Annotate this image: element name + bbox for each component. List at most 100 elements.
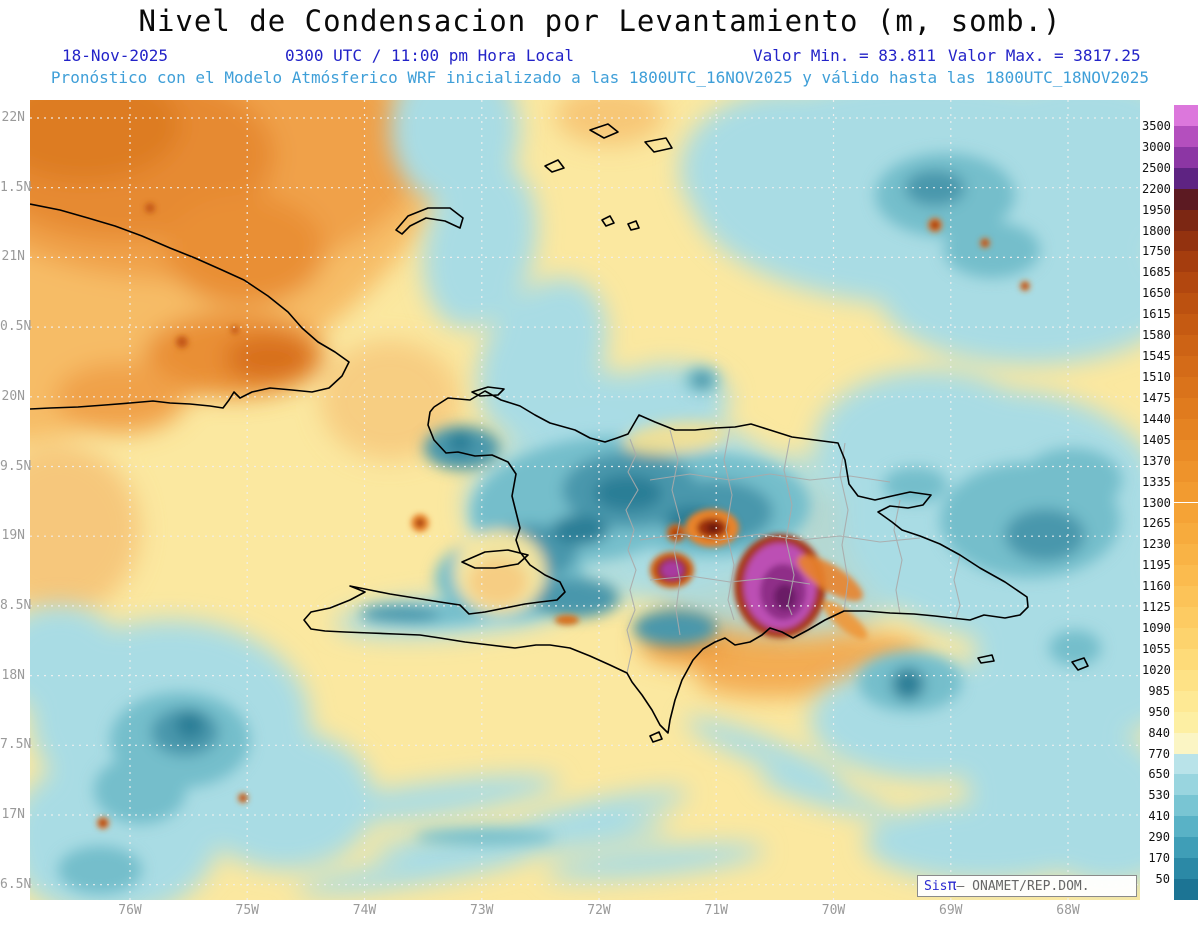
colorbar-tick-label: 1230: [1142, 537, 1171, 552]
colorbar-tick-label: 770: [1148, 746, 1170, 761]
colorbar-cell: [1174, 272, 1198, 294]
colorbar-cell: [1174, 523, 1198, 545]
colorbar-tick-label: 1125: [1142, 600, 1171, 615]
colorbar-tick-label: 2500: [1142, 160, 1171, 175]
colorbar-cell: [1174, 209, 1198, 231]
colorbar-cell: [1174, 251, 1198, 273]
colorbar-tick-label: 50: [1155, 872, 1170, 887]
lat-tick-label: 6.5N: [0, 876, 32, 892]
lat-tick-label: 19N: [1, 528, 25, 544]
colorbar-cell: [1174, 858, 1198, 880]
latitude-axis: 22N 1.5N 21N 0.5N 20N 9.5N 19N 8.5N 18N 7.5N 17N 6.…: [0, 100, 32, 900]
coastline-bahamas-1: [395, 207, 464, 235]
page-title: Nivel de Condensacion por Levantamiento …: [138, 4, 1062, 38]
colorbar-cell: [1174, 146, 1198, 168]
admin-boundaries: [625, 426, 961, 674]
colorbar-cell: [1174, 837, 1198, 859]
colorbar-tick-label: 3500: [1142, 118, 1171, 133]
coastline-mona: [1071, 657, 1089, 671]
coastline-hispaniola: [303, 390, 1029, 734]
coastline-saona: [977, 654, 995, 664]
lon-tick-label: 74W: [352, 903, 377, 918]
colorbar-cell: [1174, 669, 1198, 691]
colorbar-cell: [1174, 648, 1198, 670]
colorbar-cell: [1174, 230, 1198, 252]
pi-symbol: π: [947, 876, 957, 894]
colorbar-tick-label: 1335: [1142, 474, 1171, 489]
lat-tick-label: 21N: [1, 249, 25, 265]
colorbar-tick-label: 1160: [1142, 579, 1171, 594]
colorbar-cell: [1174, 774, 1198, 796]
colorbar-tick-label: 650: [1148, 767, 1170, 782]
lat-tick-label: 0.5N: [0, 319, 32, 335]
colorbar-cell: [1174, 628, 1198, 649]
colorbar-tick-label: 290: [1148, 830, 1170, 845]
colorbar-tick-label: 1800: [1142, 223, 1171, 238]
colorbar-tick-label: 1510: [1142, 369, 1171, 384]
lat-tick-label: 9.5N: [0, 458, 32, 474]
colorbar-tick-label: 1195: [1142, 558, 1171, 573]
colorbar-cell: [1174, 418, 1198, 440]
info-line: 18-Nov-2025 0300 UTC / 11:00 pm Hora Loc…: [0, 46, 1200, 66]
colorbar-cell: [1174, 753, 1198, 775]
attribution-box: Sisπ– ONAMET/REP.DOM.: [917, 875, 1137, 897]
attribution-sis: Sis: [924, 879, 948, 894]
value-max-label: Valor Max. = 3817.25: [948, 46, 1141, 65]
colorbar-tick-label: 410: [1148, 809, 1170, 824]
coastlines: [30, 123, 1089, 743]
colorbar-tick-label: 170: [1148, 851, 1170, 866]
colorbar-tick-label: 1265: [1142, 516, 1171, 531]
coastline-tortuga: [471, 386, 505, 397]
colorbar-tick-label: 1950: [1142, 202, 1171, 217]
colorbar-tick-label: 1300: [1142, 495, 1171, 510]
colorbar-tick-label: 1545: [1142, 349, 1171, 364]
colorbar-tick-label: 1750: [1142, 244, 1171, 259]
colorbar-tick-label: 1580: [1142, 328, 1171, 343]
colorbar-cell: [1174, 460, 1198, 482]
colorbar-cell: [1174, 711, 1198, 733]
colorbar-tick-label: 1650: [1142, 286, 1171, 301]
colorbar-cell: [1174, 188, 1198, 210]
lon-tick-label: 72W: [587, 903, 611, 918]
lon-tick-label: 76W: [118, 903, 142, 918]
grid-lines: [30, 100, 1140, 900]
valid-date: 18-Nov-2025: [62, 46, 168, 65]
coastline-bahamas-2: [544, 159, 565, 173]
coastline-cuba: [30, 203, 350, 410]
map-canvas: Sisπ– ONAMET/REP.DOM.: [30, 100, 1140, 900]
colorbar-tick-label: 1055: [1142, 641, 1171, 656]
colorbar-cell: [1174, 314, 1198, 336]
colorbar-cell: [1174, 335, 1198, 357]
forecast-line: Pronóstico con el Modelo Atmósferico WRF…: [50, 68, 1150, 87]
colorbar-tick-label: 2200: [1142, 181, 1171, 196]
colorbar-tick-label: 1090: [1142, 621, 1171, 636]
colorbar-cell: [1174, 879, 1198, 900]
coastline-gonave: [461, 549, 529, 569]
colorbar-tick-label: 3000: [1142, 139, 1171, 154]
colorbar-cell: [1174, 544, 1198, 566]
colorbar-cell: [1174, 356, 1198, 377]
lon-tick-label: 68W: [1056, 903, 1080, 918]
colorbar-cell: [1174, 565, 1198, 587]
colorbar-cell: [1174, 376, 1198, 398]
colorbar-tick-label: 840: [1148, 725, 1170, 740]
coastline-beata: [649, 731, 663, 743]
coastline-turks-2: [627, 220, 640, 231]
attribution-org: – ONAMET/REP.DOM.: [956, 879, 1090, 894]
colorbar-cell: [1174, 397, 1198, 419]
lat-tick-label: 20N: [1, 388, 25, 404]
colorbar-tick-label: 1370: [1142, 453, 1171, 468]
colorbar-cell: [1174, 167, 1198, 189]
colorbar-tick-label: 950: [1148, 704, 1170, 719]
colorbar-tick-label: 1475: [1142, 390, 1171, 405]
lat-tick-label: 22N: [1, 110, 25, 125]
valid-time: 0300 UTC / 11:00 pm Hora Local: [285, 46, 574, 65]
colorbar-cell: [1174, 481, 1198, 503]
colorbar-cell: [1174, 502, 1198, 524]
colorbar-tick-label: 1440: [1142, 411, 1171, 426]
lat-tick-label: 17N: [1, 807, 25, 822]
colorbar-cell: [1174, 439, 1198, 461]
coastline-turks-1: [601, 215, 615, 227]
colorbar: 3500 3000 2500 2200 1950 1800 1750 1685 1650 1615…: [1142, 105, 1200, 900]
